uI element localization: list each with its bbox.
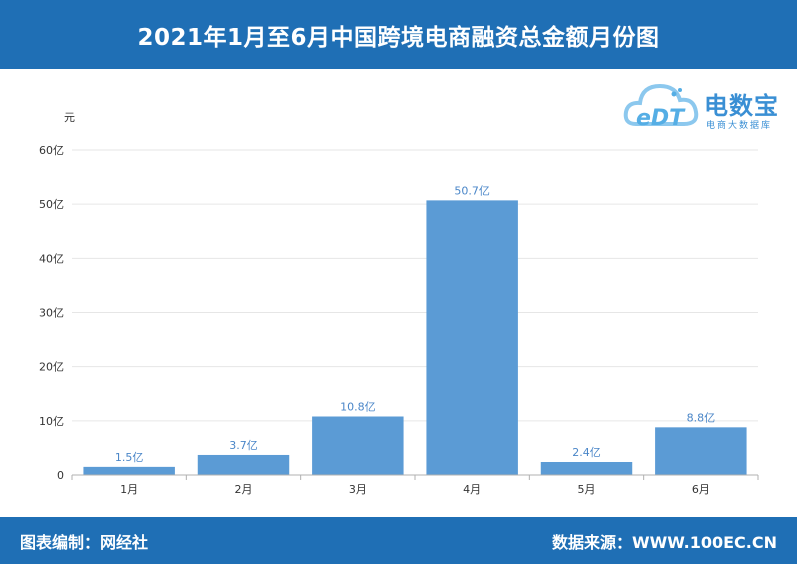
- logo-brand: 电数宝: [704, 92, 779, 120]
- footer-bar: 图表编制：网经社 数据来源：WWW.100EC.CN: [0, 517, 797, 564]
- logo: eDT 电数宝 电商大数据库: [622, 72, 792, 134]
- data-label: 10.8亿: [340, 401, 376, 414]
- bar-chart: 元 0 10亿 20亿 30亿 40亿 50亿 60亿 1.5亿 3.7亿 10.8亿 50.7亿…: [39, 111, 759, 496]
- bar: [540, 462, 633, 475]
- footer-credit: 图表编制：网经社: [20, 532, 149, 552]
- y-tick-label: 20亿: [39, 361, 64, 374]
- logo-mark: eDT: [636, 106, 685, 131]
- y-tick-label: 30亿: [39, 307, 64, 320]
- logo-subtitle: 电商大数据库: [706, 121, 773, 131]
- chart-title: 2021年1月至6月中国跨境电商融资总金额月份图: [137, 24, 660, 51]
- bar: [83, 466, 175, 475]
- x-tick-label: 1月: [120, 483, 138, 496]
- x-tick-label: 3月: [349, 483, 367, 496]
- data-label: 8.8亿: [687, 411, 716, 424]
- x-tick-label: 4月: [463, 483, 481, 496]
- chart-title-bar: 2021年1月至6月中国跨境电商融资总金额月份图: [0, 0, 797, 69]
- data-label: 2.4亿: [572, 446, 601, 459]
- bar: [655, 427, 747, 475]
- x-tick-label: 2月: [235, 483, 253, 496]
- bar: [197, 454, 290, 475]
- data-label: 3.7亿: [229, 439, 258, 452]
- footer-source: 数据来源：WWW.100EC.CN: [551, 532, 777, 552]
- cloud-logo-icon: [623, 83, 699, 126]
- y-tick-label: 10亿: [39, 415, 64, 428]
- data-label: 50.7亿: [454, 184, 490, 197]
- y-axis-unit: 元: [64, 111, 75, 124]
- x-tick-label: 5月: [578, 483, 596, 496]
- y-tick-label: 40亿: [39, 252, 64, 265]
- y-tick-label: 60亿: [39, 144, 64, 157]
- bar: [426, 200, 518, 475]
- y-tick-label: 50亿: [39, 198, 64, 211]
- y-tick-label: 0: [57, 469, 64, 482]
- bar: [312, 416, 404, 475]
- x-tick-label: 6月: [692, 483, 710, 496]
- data-label: 1.5亿: [115, 451, 144, 464]
